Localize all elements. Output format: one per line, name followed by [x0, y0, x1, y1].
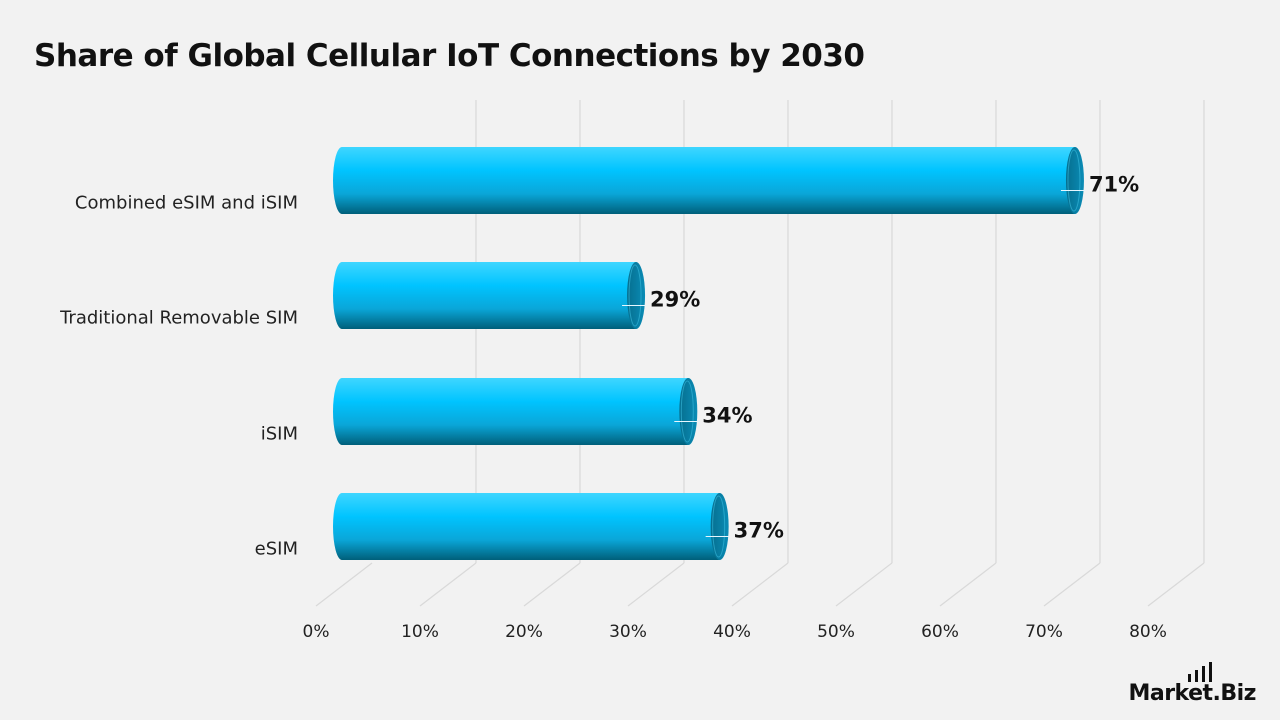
category-label: Combined eSIM and iSIM — [75, 193, 298, 214]
value-label: 71% — [1089, 173, 1139, 197]
bar — [333, 378, 699, 445]
bar-body — [333, 262, 637, 329]
gridline-floor — [1043, 562, 1101, 607]
bars-layer — [333, 147, 1085, 560]
brand-bars-icon — [1188, 662, 1212, 682]
gridline-floor — [419, 562, 477, 607]
x-tick-label: 50% — [817, 622, 855, 642]
brand-logo: Market.Biz — [1128, 681, 1256, 706]
gridline-floor — [523, 562, 581, 607]
bar — [333, 147, 1085, 214]
x-tick-label: 40% — [713, 622, 751, 642]
value-label: 34% — [702, 404, 752, 428]
x-tick-label: 30% — [609, 622, 647, 642]
bar-body — [333, 378, 689, 445]
category-label: Traditional Removable SIM — [59, 308, 298, 329]
x-tick-label: 20% — [505, 622, 543, 642]
bar — [333, 493, 730, 560]
category-label: eSIM — [255, 539, 298, 560]
bar-end-highlight — [628, 264, 642, 327]
gridline-floor — [627, 562, 685, 607]
value-label: 37% — [734, 519, 784, 543]
bar-body — [333, 147, 1075, 214]
bar-end-cap — [679, 378, 698, 445]
bar — [333, 262, 647, 329]
value-label: 29% — [650, 288, 700, 312]
bar-end-cap — [710, 493, 729, 560]
x-tick-label: 10% — [401, 622, 439, 642]
x-tick-label: 80% — [1129, 622, 1167, 642]
gridline-floor — [939, 562, 997, 607]
bar-end-highlight — [680, 380, 694, 443]
gridline-floor — [315, 562, 373, 607]
x-tick-label: 70% — [1025, 622, 1063, 642]
category-label: iSIM — [261, 424, 298, 445]
bar-body — [333, 493, 720, 560]
bar-end-highlight — [1067, 149, 1081, 212]
gridline-floor — [835, 562, 893, 607]
bar-end-cap — [1065, 147, 1084, 214]
x-tick-label: 0% — [303, 622, 330, 642]
labels-layer: 0% 10% 20% 30% 40% 50% 60% 70% 80% 71% Combined eS… — [59, 173, 1167, 643]
bar-end-cap — [627, 262, 646, 329]
gridline-floor — [1147, 562, 1205, 607]
bar-end-highlight — [712, 495, 726, 558]
gridline-floor — [731, 562, 789, 607]
x-tick-label: 60% — [921, 622, 959, 642]
chart-title: Share of Global Cellular IoT Connections… — [34, 38, 865, 74]
